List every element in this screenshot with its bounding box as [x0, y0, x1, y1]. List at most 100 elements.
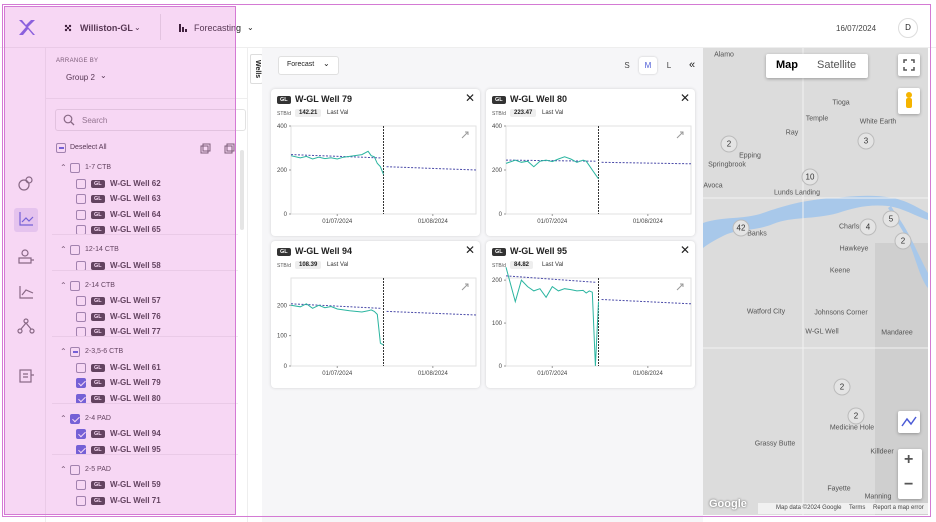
well-tag: GL [91, 328, 105, 336]
close-button[interactable]: ✕ [465, 91, 476, 105]
project-name[interactable]: Williston-GL [80, 23, 133, 33]
size-button[interactable]: L [666, 61, 672, 70]
group-toggle[interactable]: ⌃ [60, 163, 67, 172]
well-name[interactable]: W-GL Well 65 [110, 225, 161, 234]
module-name[interactable]: Forecasting [194, 23, 242, 33]
well-card: GL W-GL Well 79 ✕ STB/d 142.21 Last Val 0 200 40… [271, 89, 480, 236]
avatar[interactable]: D [898, 18, 918, 38]
size-button[interactable]: M [639, 57, 657, 74]
map-type-tab[interactable]: Map [776, 59, 798, 71]
zoom-in[interactable]: + [904, 451, 914, 468]
group-toggle[interactable]: ⌃ [60, 464, 67, 474]
expand-icon[interactable] [461, 131, 469, 139]
well-name[interactable]: W-GL Well 77 [110, 327, 161, 336]
checkbox[interactable] [76, 362, 86, 373]
well-name[interactable]: W-GL Well 59 [110, 480, 161, 489]
expand-collapse[interactable] [200, 143, 236, 154]
well-name[interactable]: W-GL Well 64 [110, 209, 161, 219]
chevron[interactable]: ⌄ [134, 23, 141, 32]
search-box[interactable] [55, 109, 246, 131]
well-name[interactable]: W-GL Well 58 [110, 260, 161, 270]
well-name[interactable]: W-GL Well 95 [110, 444, 161, 454]
deselect-all[interactable]: Deselect All [70, 144, 107, 151]
well-cluster[interactable]: 4 [859, 218, 877, 236]
chevron[interactable]: ⌄ [100, 71, 107, 80]
checkbox[interactable] [76, 296, 86, 306]
last-label: Last Val [327, 262, 349, 268]
well-cluster[interactable]: 2 [720, 135, 738, 153]
expand-icon[interactable] [461, 283, 469, 291]
checkbox[interactable] [70, 464, 80, 475]
checkbox[interactable] [70, 163, 80, 173]
terms-link[interactable]: Terms [849, 505, 866, 511]
close-button[interactable]: ✕ [465, 243, 476, 257]
well-tag: GL [277, 96, 291, 104]
checkbox[interactable] [56, 143, 66, 153]
well-name[interactable]: W-GL Well 94 [110, 429, 161, 438]
close-button[interactable]: ✕ [680, 243, 691, 257]
checkbox[interactable] [76, 209, 86, 220]
size-button[interactable]: S [624, 61, 630, 70]
well-cluster[interactable]: 3 [857, 132, 875, 150]
x-tick-label: 01/07/2024 [537, 371, 568, 377]
well-name[interactable]: W-GL Well 57 [110, 296, 161, 305]
well-name[interactable]: W-GL Well 79 [110, 378, 161, 387]
fullscreen-button[interactable] [898, 54, 920, 76]
scrollbar[interactable] [240, 150, 244, 230]
draw-button[interactable] [898, 411, 920, 433]
checkbox[interactable] [76, 495, 86, 506]
map-type-tab[interactable]: Satellite [817, 59, 857, 71]
checkbox[interactable] [76, 194, 86, 204]
place-label: W-GL Well [805, 328, 839, 336]
well-name[interactable]: W-GL Well 61 [110, 362, 161, 372]
well-cluster[interactable]: 2 [894, 232, 912, 250]
y-tick-label: 0 [284, 212, 288, 218]
divider [52, 269, 238, 271]
checkbox[interactable] [76, 429, 86, 439]
chevron[interactable]: ⌄ [247, 23, 254, 32]
checkbox[interactable] [70, 280, 80, 291]
group-toggle[interactable]: ⌃ [60, 347, 67, 356]
dropdown-label[interactable]: Forecast [287, 61, 315, 68]
y-tick-label: 100 [277, 334, 288, 340]
group-toggle[interactable]: ⌃ [60, 280, 67, 290]
well-name[interactable]: W-GL Well 62 [110, 178, 161, 188]
well-cluster[interactable]: 2 [833, 378, 851, 396]
well-tag: GL [91, 226, 105, 234]
checkbox[interactable] [76, 378, 86, 388]
checkbox[interactable] [76, 480, 86, 490]
checkbox[interactable] [76, 178, 86, 189]
well-name[interactable]: W-GL Well 71 [110, 495, 161, 505]
street-view-button[interactable] [898, 88, 920, 114]
checkbox[interactable] [70, 245, 80, 255]
map-type-control [766, 54, 868, 78]
well-name[interactable]: W-GL Well 80 [110, 393, 161, 403]
wells-tab-label[interactable]: Wells [254, 60, 261, 79]
divider [52, 402, 238, 404]
well-cluster[interactable]: 42 [732, 219, 750, 237]
logo[interactable] [18, 19, 35, 36]
forecast-dropdown[interactable] [278, 56, 339, 75]
group-toggle[interactable]: ⌃ [60, 413, 67, 423]
nav-icons[interactable] [17, 174, 35, 394]
checkbox[interactable] [70, 347, 80, 357]
chevron[interactable]: ⌄ [323, 59, 330, 68]
zoom-out[interactable]: − [904, 476, 914, 493]
expand-icon[interactable] [676, 283, 684, 291]
arrange-value[interactable]: Group 2 [66, 73, 95, 82]
well-cluster[interactable]: 2 [847, 407, 865, 425]
checkbox[interactable] [76, 311, 86, 322]
well-name[interactable]: W-GL Well 63 [110, 194, 161, 203]
well-cluster[interactable]: 10 [801, 168, 819, 186]
well-tag: GL [492, 248, 506, 256]
y-tick-label: 0 [499, 364, 503, 370]
close-button[interactable]: ✕ [680, 91, 691, 105]
collapse-button[interactable]: « [689, 59, 696, 71]
checkbox[interactable] [70, 413, 80, 424]
well-cluster[interactable]: 5 [882, 210, 900, 228]
expand-icon[interactable] [676, 131, 684, 139]
report-link[interactable]: Report a map error [873, 505, 924, 511]
well-name[interactable]: W-GL Well 76 [110, 311, 161, 321]
google-logo[interactable]: Google [709, 498, 747, 510]
group-toggle[interactable]: ⌃ [60, 245, 67, 254]
